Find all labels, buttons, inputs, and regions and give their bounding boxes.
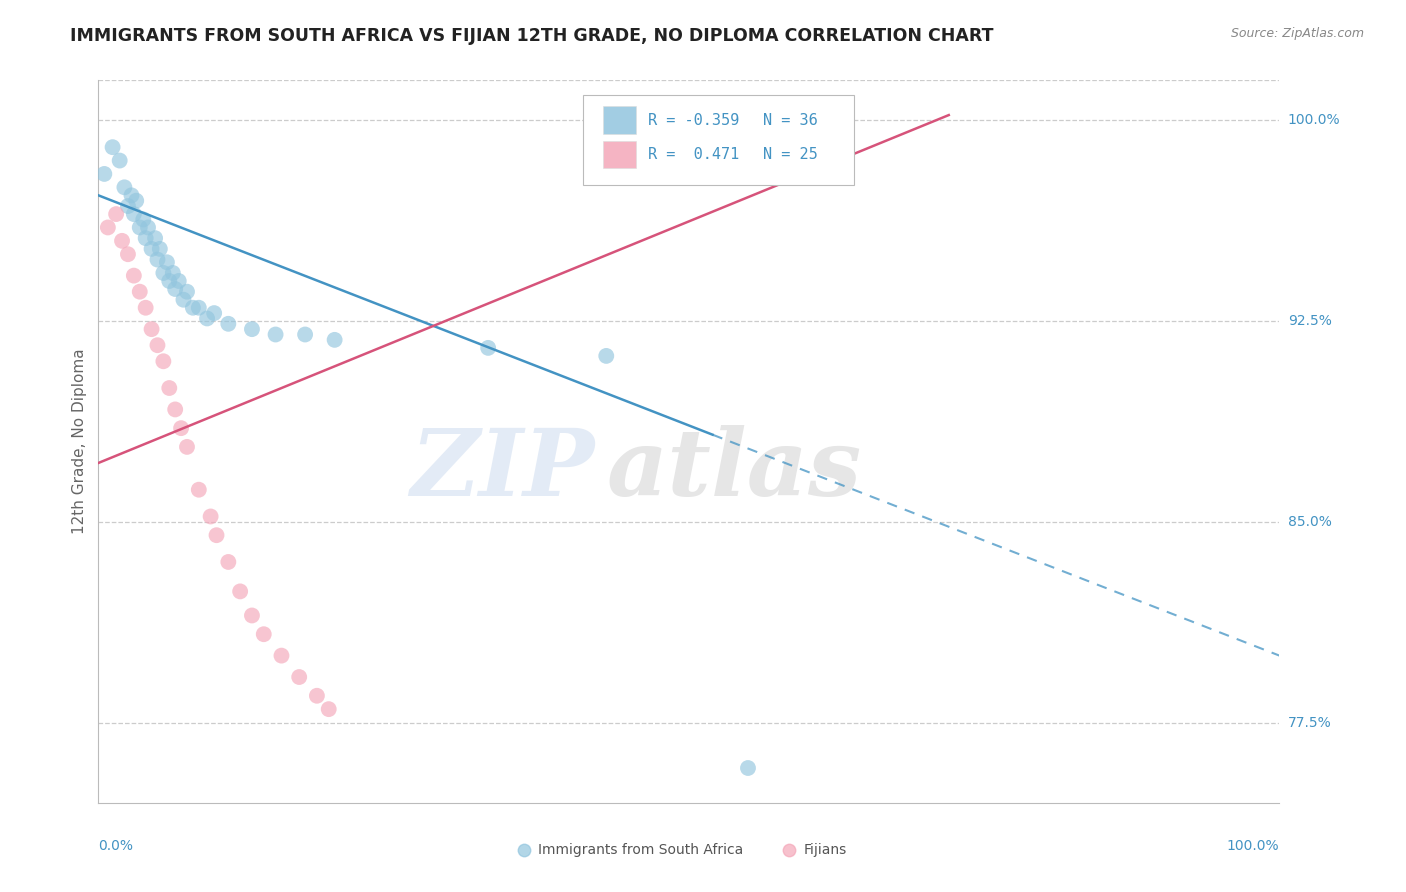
Point	[200, 509, 222, 524]
Bar	[603, 106, 636, 134]
Point	[93, 167, 115, 181]
Text: Immigrants from South Africa: Immigrants from South Africa	[537, 843, 742, 856]
Text: 77.5%: 77.5%	[1288, 715, 1331, 730]
Point	[135, 231, 157, 245]
Point	[288, 670, 311, 684]
Point	[122, 207, 145, 221]
Point	[167, 274, 190, 288]
Point	[187, 483, 209, 497]
Point	[240, 608, 263, 623]
Point	[172, 293, 194, 307]
Text: R = -0.359: R = -0.359	[648, 112, 740, 128]
Point	[128, 220, 150, 235]
Point	[143, 231, 166, 245]
Point	[165, 402, 187, 417]
Point	[97, 220, 120, 235]
Point	[195, 311, 218, 326]
Y-axis label: 12th Grade, No Diploma: 12th Grade, No Diploma	[72, 349, 87, 534]
Point	[264, 327, 287, 342]
Point	[217, 317, 239, 331]
Point	[122, 268, 145, 283]
Point	[170, 421, 193, 435]
Point	[117, 199, 139, 213]
Point	[253, 627, 276, 641]
Text: 85.0%: 85.0%	[1288, 515, 1331, 529]
Text: 100.0%: 100.0%	[1288, 113, 1340, 128]
Point	[101, 140, 124, 154]
Point	[117, 247, 139, 261]
Point	[146, 338, 169, 352]
Point	[165, 282, 187, 296]
Text: 92.5%: 92.5%	[1288, 314, 1331, 328]
Text: 0.0%: 0.0%	[98, 838, 134, 853]
Point	[146, 252, 169, 267]
Point	[229, 584, 252, 599]
Point	[152, 266, 174, 280]
Point	[157, 381, 180, 395]
Point	[149, 242, 172, 256]
Point	[152, 354, 174, 368]
Point	[121, 188, 143, 202]
Point	[595, 349, 617, 363]
Bar	[603, 141, 636, 169]
Point	[111, 234, 134, 248]
Point	[318, 702, 340, 716]
Point	[737, 761, 759, 775]
Point	[157, 274, 180, 288]
Point	[132, 212, 155, 227]
Point	[305, 689, 328, 703]
Point	[141, 322, 163, 336]
Text: Source: ZipAtlas.com: Source: ZipAtlas.com	[1230, 27, 1364, 40]
Text: N = 25: N = 25	[763, 147, 818, 162]
Text: 100.0%: 100.0%	[1227, 838, 1279, 853]
Text: IMMIGRANTS FROM SOUTH AFRICA VS FIJIAN 12TH GRADE, NO DIPLOMA CORRELATION CHART: IMMIGRANTS FROM SOUTH AFRICA VS FIJIAN 1…	[70, 27, 994, 45]
Text: Fijians: Fijians	[803, 843, 846, 856]
Point	[202, 306, 225, 320]
Point	[294, 327, 316, 342]
Point	[181, 301, 204, 315]
Text: atlas: atlas	[606, 425, 862, 516]
Text: R =  0.471: R = 0.471	[648, 147, 740, 162]
Text: N = 36: N = 36	[763, 112, 818, 128]
Point	[128, 285, 150, 299]
Point	[125, 194, 148, 208]
Point	[176, 440, 198, 454]
Point	[162, 266, 184, 280]
Point	[105, 207, 128, 221]
Text: ZIP: ZIP	[411, 425, 595, 516]
Point	[477, 341, 499, 355]
Point	[135, 301, 157, 315]
Point	[270, 648, 292, 663]
Point	[240, 322, 263, 336]
Point	[136, 220, 159, 235]
Point	[141, 242, 163, 256]
Point	[323, 333, 346, 347]
Point	[108, 153, 131, 168]
FancyBboxPatch shape	[582, 95, 855, 185]
Point	[187, 301, 209, 315]
Point	[112, 180, 135, 194]
Point	[205, 528, 228, 542]
Point	[176, 285, 198, 299]
Point	[217, 555, 239, 569]
Point	[156, 255, 179, 269]
